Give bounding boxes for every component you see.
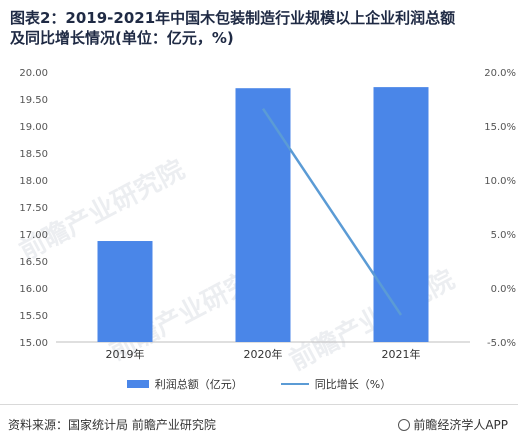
growth-line bbox=[261, 108, 403, 316]
y-left-tick-label: 16.50 bbox=[19, 257, 48, 268]
brand-logo-icon bbox=[398, 418, 411, 431]
y-right-tick-label: -5.0% bbox=[487, 338, 516, 349]
y-left-tick-label: 15.00 bbox=[19, 338, 48, 349]
y-right-tick-label: 20.0% bbox=[484, 68, 516, 79]
footer: 资料来源：国家统计局 前瞻产业研究院 前瞻经济学人APP bbox=[0, 404, 518, 440]
y-left-tick-label: 20.00 bbox=[19, 68, 48, 79]
legend-item-growth: 同比增长（%） bbox=[280, 376, 392, 392]
x-tick-label: 2019年 bbox=[106, 347, 145, 361]
y-right-tick-label: 15.0% bbox=[484, 122, 516, 133]
y-left-tick-label: 18.00 bbox=[19, 176, 48, 187]
legend-label-profit: 利润总额（亿元） bbox=[154, 378, 243, 391]
y-right-tick-label: 10.0% bbox=[484, 176, 516, 187]
y-left-tick-label: 15.50 bbox=[19, 311, 48, 322]
bar-2 bbox=[373, 87, 429, 343]
x-tick-label: 2020年 bbox=[244, 347, 283, 361]
bar-0 bbox=[97, 241, 153, 342]
y-left-tick-label: 17.00 bbox=[19, 230, 48, 241]
legend-swatch-bar bbox=[126, 380, 149, 388]
y-left-tick-label: 17.50 bbox=[19, 203, 48, 214]
title-line-2: 及同比增长情况(单位：亿元，%) bbox=[10, 29, 234, 47]
y-left-tick-label: 18.50 bbox=[19, 149, 48, 160]
brand-text: 前瞻经济学人APP bbox=[413, 418, 508, 432]
title-line-1: 图表2：2019-2021年中国木包装制造行业规模以上企业利润总额 bbox=[10, 9, 456, 27]
legend-item-profit: 利润总额（亿元） bbox=[126, 376, 243, 392]
y-left-tick-label: 19.00 bbox=[19, 122, 48, 133]
legend-label-growth: 同比增长（%） bbox=[314, 378, 392, 391]
chart-legend: 利润总额（亿元） 同比增长（%） bbox=[0, 376, 518, 392]
chart-title: 图表2：2019-2021年中国木包装制造行业规模以上企业利润总额 及同比增长情… bbox=[10, 8, 510, 48]
brand: 前瞻经济学人APP bbox=[398, 416, 508, 433]
y-left-tick-label: 16.00 bbox=[19, 284, 48, 295]
legend-swatch-line bbox=[280, 383, 309, 385]
source-text: 资料来源：国家统计局 前瞻产业研究院 bbox=[8, 418, 216, 432]
y-right-tick-label: 5.0% bbox=[491, 230, 516, 241]
bar-1 bbox=[235, 88, 291, 342]
x-tick-label: 2021年 bbox=[382, 347, 421, 361]
y-right-tick-label: 0.0% bbox=[491, 284, 516, 295]
y-left-tick-label: 19.50 bbox=[19, 95, 48, 106]
